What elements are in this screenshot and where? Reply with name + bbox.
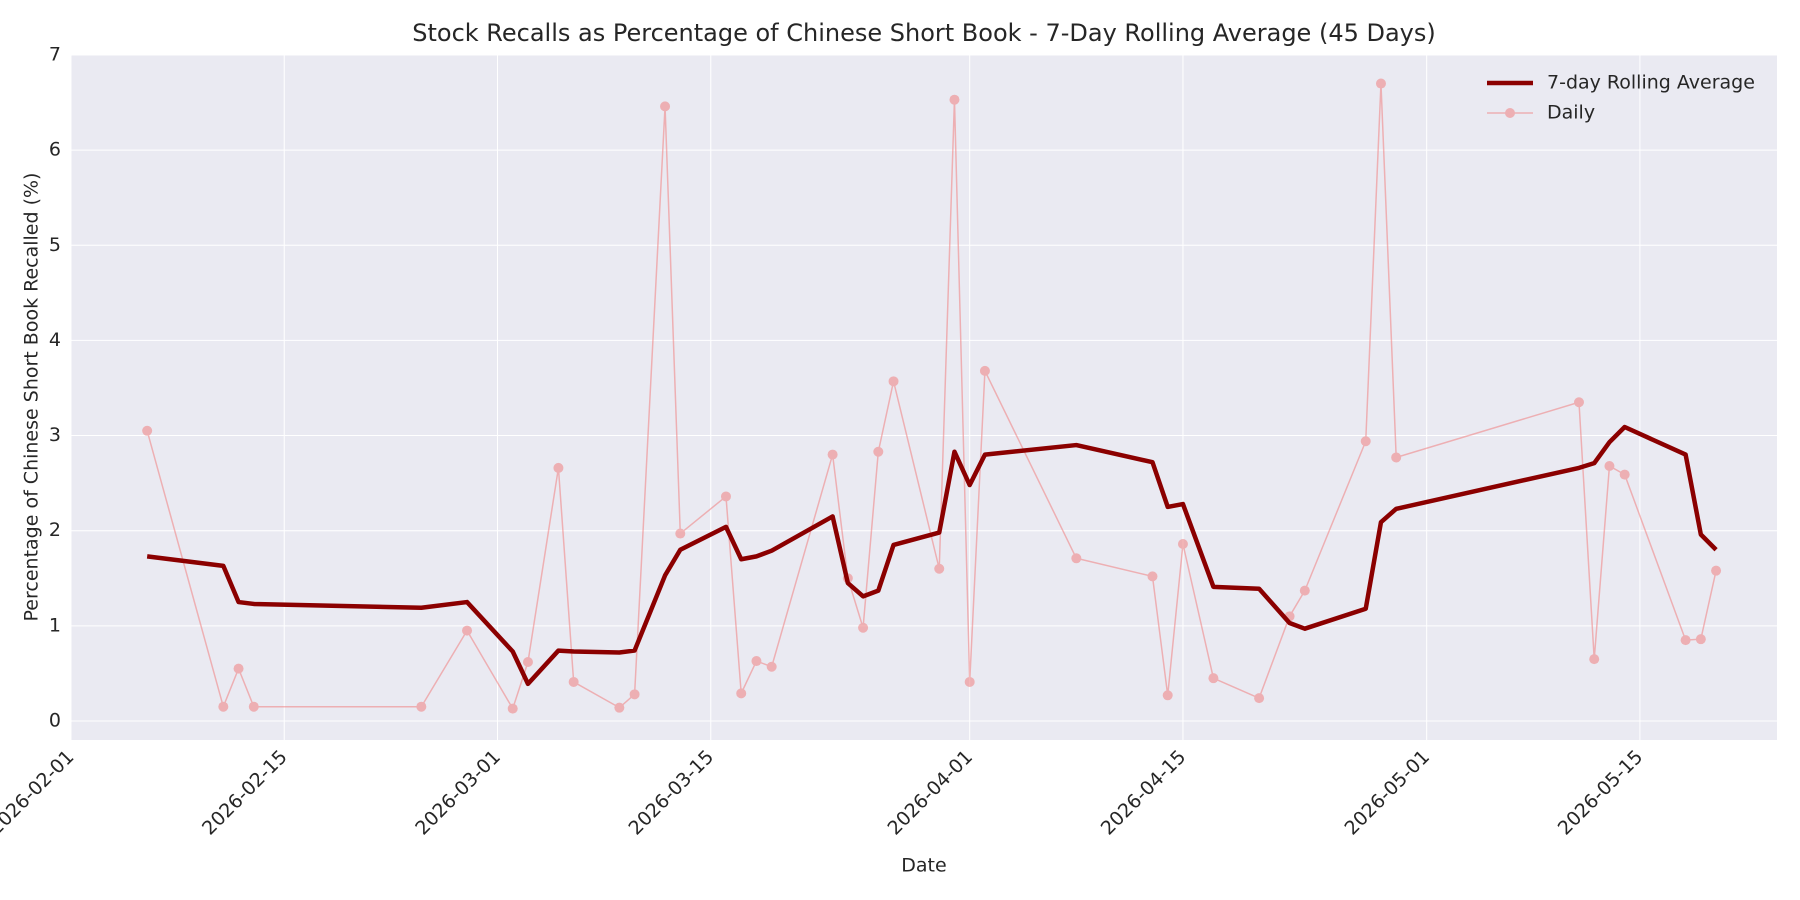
- x-tick-label: 2026-05-01: [1340, 746, 1434, 840]
- point: [675, 528, 686, 539]
- point: [1208, 673, 1219, 684]
- legend-label: Daily: [1547, 102, 1595, 124]
- point: [1573, 397, 1584, 408]
- chart-title: Stock Recalls as Percentage of Chinese S…: [412, 19, 1436, 47]
- x-tick-label: 2026-02-15: [198, 746, 292, 840]
- legend-label: 7-day Rolling Average: [1547, 72, 1755, 94]
- point: [736, 688, 747, 699]
- point: [1071, 553, 1082, 564]
- point: [1299, 585, 1310, 596]
- point: [1695, 634, 1706, 645]
- point: [1680, 635, 1691, 646]
- point: [629, 689, 640, 700]
- y-tick-label: 3: [49, 424, 61, 446]
- point: [1162, 690, 1173, 701]
- point: [949, 94, 960, 105]
- x-tick-label: 2026-04-15: [1097, 746, 1191, 840]
- point: [522, 656, 533, 667]
- y-tick-label: 7: [49, 44, 61, 66]
- point: [462, 625, 473, 636]
- x-tick-label: 2026-02-01: [0, 746, 78, 840]
- point: [827, 449, 838, 460]
- point: [1391, 452, 1402, 463]
- x-tick-label: 2026-03-15: [625, 746, 719, 840]
- series: [142, 78, 1722, 714]
- point: [614, 702, 625, 713]
- point: [1619, 469, 1630, 480]
- point: [934, 563, 945, 574]
- point: [873, 446, 884, 457]
- x-tick-label: 2026-04-01: [883, 746, 977, 840]
- legend-item: [1487, 108, 1533, 118]
- point: [1360, 436, 1371, 447]
- y-tick-label: 2: [49, 519, 61, 541]
- legend-marker: [1505, 108, 1515, 118]
- x-axis-label: Date: [901, 855, 946, 877]
- point: [553, 462, 564, 473]
- point: [1604, 461, 1615, 471]
- point: [979, 365, 990, 376]
- point: [218, 701, 229, 712]
- y-tick-label: 6: [49, 139, 61, 161]
- point: [888, 376, 899, 387]
- x-tick-label: 2026-05-15: [1554, 746, 1648, 840]
- point: [1711, 565, 1722, 576]
- point: [751, 656, 762, 667]
- point: [507, 703, 518, 714]
- x-tick-label: 2026-03-01: [411, 746, 505, 840]
- point: [1177, 539, 1188, 550]
- point: [568, 676, 579, 687]
- point: [720, 491, 731, 502]
- y-tick-label: 0: [49, 709, 61, 731]
- point: [964, 676, 975, 687]
- point: [660, 101, 671, 112]
- point: [1375, 78, 1386, 89]
- point: [858, 622, 869, 633]
- line: [146, 424, 1718, 687]
- plot-area: [71, 55, 1777, 740]
- y-tick-label: 5: [49, 234, 61, 256]
- point: [416, 701, 427, 712]
- point: [1589, 654, 1600, 665]
- series: [146, 424, 1718, 687]
- point: [1254, 693, 1265, 704]
- point: [233, 663, 244, 674]
- y-axis-label: Percentage of Chinese Short Book Recalle…: [21, 173, 43, 622]
- point: [142, 425, 153, 436]
- point: [248, 701, 259, 712]
- y-tick-label: 1: [49, 614, 61, 636]
- point: [1147, 571, 1158, 582]
- point: [766, 661, 777, 672]
- y-tick-label: 4: [49, 329, 61, 351]
